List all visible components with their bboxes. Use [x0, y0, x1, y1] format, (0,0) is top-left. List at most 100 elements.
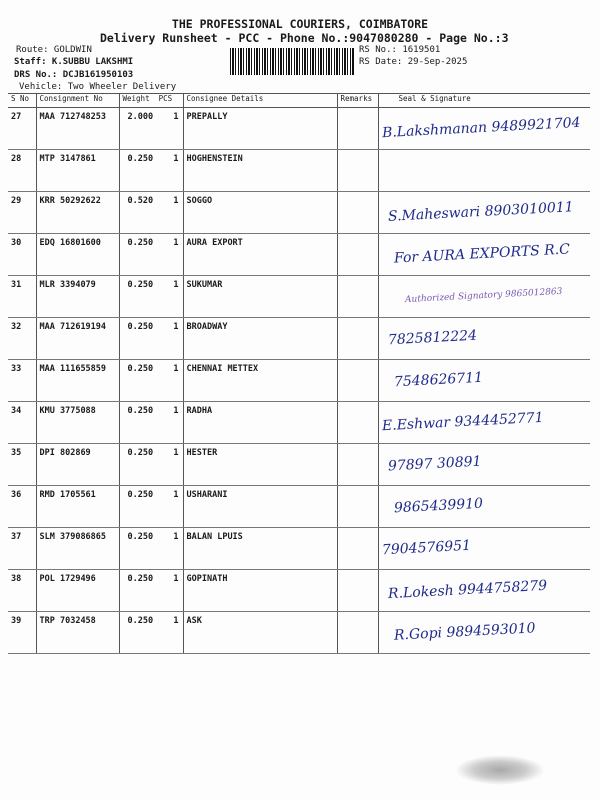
- signature-cell: [377, 317, 590, 360]
- col-consignment: Consignment No: [35, 93, 119, 108]
- consignment-no: KRR 50292622: [35, 191, 119, 234]
- weight: 0.250 1: [118, 527, 183, 570]
- remarks: [336, 527, 378, 570]
- table-row: 35 DPI 802869 0.250 1 HESTER: [8, 443, 590, 486]
- weight: 0.520 1: [118, 191, 183, 234]
- signature-cell: [377, 191, 590, 234]
- weight-value: 0.250: [127, 448, 154, 458]
- weight: 0.250 1: [118, 233, 183, 276]
- weight-label: Weight: [122, 94, 150, 104]
- remarks: [336, 443, 378, 486]
- sno: 39: [8, 611, 36, 654]
- weight-value: 0.250: [127, 280, 154, 290]
- sno: 27: [8, 107, 36, 150]
- pcs-value: 1: [173, 196, 179, 206]
- weight: 2.000 1: [118, 107, 183, 150]
- rs-date: RS Date: 29-Sep-2025: [359, 57, 468, 67]
- consignment-no: TRP 7032458: [35, 611, 119, 654]
- signature-cell: [377, 275, 590, 318]
- remarks: [336, 359, 378, 402]
- weight: 0.250 1: [118, 443, 183, 486]
- consignment-no: MLR 3394079: [35, 275, 119, 318]
- barcode: [230, 48, 354, 75]
- remarks: [336, 149, 378, 192]
- consignee: USHARANI: [182, 485, 337, 528]
- weight-value: 0.250: [127, 532, 154, 542]
- remarks: [336, 107, 378, 150]
- consignee: RADHA: [182, 401, 337, 444]
- consignment-no: DPI 802869: [35, 443, 119, 486]
- weight-value: 0.250: [127, 616, 154, 626]
- weight: 0.250 1: [118, 275, 183, 318]
- consignee: SUKUMAR: [182, 275, 337, 318]
- remarks: [336, 611, 378, 654]
- table-row: 33 MAA 111655859 0.250 1 CHENNAI METTEX: [8, 359, 590, 402]
- table-row: 37 SLM 379086865 0.250 1 BALAN LPUIS: [8, 527, 590, 570]
- sno: 38: [8, 569, 36, 612]
- drs-number: DRS No.: DCJB161950103: [14, 70, 134, 80]
- signature-cell: [377, 611, 590, 654]
- col-signature: Seal & Signature: [377, 93, 590, 108]
- consignee: CHENNAI METTEX: [182, 359, 337, 402]
- consignment-no: EDQ 16801600: [35, 233, 119, 276]
- pcs-value: 1: [173, 154, 179, 164]
- pcs-value: 1: [173, 574, 179, 584]
- consignee: BALAN LPUIS: [182, 527, 337, 570]
- signature-cell: [377, 149, 590, 192]
- remarks: [336, 485, 378, 528]
- signature-cell: [377, 233, 590, 276]
- table-row: 38 POL 1729496 0.250 1 GOPINATH: [8, 569, 590, 612]
- consignee: AURA EXPORT: [182, 233, 337, 276]
- consignee: HESTER: [182, 443, 337, 486]
- sno: 31: [8, 275, 36, 318]
- pcs-value: 1: [173, 490, 179, 500]
- pcs-value: 1: [173, 280, 179, 290]
- signature-cell: [377, 107, 590, 150]
- table-row: 29 KRR 50292622 0.520 1 SOGGO: [8, 191, 590, 234]
- pcs-value: 1: [173, 448, 179, 458]
- consignment-no: MTP 3147861: [35, 149, 119, 192]
- consignee: SOGGO: [182, 191, 337, 234]
- weight: 0.250 1: [118, 149, 183, 192]
- table-row: 28 MTP 3147861 0.250 1 HOGHENSTEIN: [8, 149, 590, 192]
- consignment-no: POL 1729496: [35, 569, 119, 612]
- consignee: ASK: [182, 611, 337, 654]
- signature-cell: [377, 569, 590, 612]
- sno: 30: [8, 233, 36, 276]
- pcs-value: 1: [173, 616, 179, 626]
- pcs-value: 1: [173, 406, 179, 416]
- pcs-value: 1: [173, 112, 179, 122]
- col-remarks: Remarks: [336, 93, 378, 108]
- route: Route: GOLDWIN: [16, 45, 92, 55]
- weight-value: 0.250: [127, 154, 154, 164]
- weight: 0.250 1: [118, 401, 183, 444]
- weight-value: 0.250: [127, 574, 154, 584]
- weight-value: 0.250: [127, 490, 154, 500]
- weight-value: 0.250: [127, 364, 154, 374]
- sno: 36: [8, 485, 36, 528]
- sno: 37: [8, 527, 36, 570]
- table-row: 34 KMU 3775088 0.250 1 RADHA: [8, 401, 590, 444]
- col-weight: Weight PCS: [118, 93, 183, 108]
- remarks: [336, 233, 378, 276]
- consignee: GOPINATH: [182, 569, 337, 612]
- sno: 33: [8, 359, 36, 402]
- staff: Staff: K.SUBBU LAKSHMI: [14, 57, 134, 67]
- weight: 0.250 1: [118, 611, 183, 654]
- weight-value: 0.520: [127, 196, 154, 206]
- table-row: 30 EDQ 16801600 0.250 1 AURA EXPORT: [8, 233, 590, 276]
- remarks: [336, 317, 378, 360]
- sno: 35: [8, 443, 36, 486]
- table-row: 31 MLR 3394079 0.250 1 SUKUMAR: [8, 275, 590, 318]
- consignment-no: KMU 3775088: [35, 401, 119, 444]
- runsheet-subtitle: Delivery Runsheet - PCC - Phone No.:9047…: [100, 31, 509, 45]
- consignee: HOGHENSTEIN: [182, 149, 337, 192]
- vehicle: Vehicle: Two Wheeler Delivery: [19, 82, 177, 92]
- consignee: PREPALLY: [182, 107, 337, 150]
- pcs-value: 1: [173, 322, 179, 332]
- remarks: [336, 275, 378, 318]
- table-row: 39 TRP 7032458 0.250 1 ASK: [8, 611, 590, 654]
- pcs-value: 1: [173, 238, 179, 248]
- signature-cell: [377, 485, 590, 528]
